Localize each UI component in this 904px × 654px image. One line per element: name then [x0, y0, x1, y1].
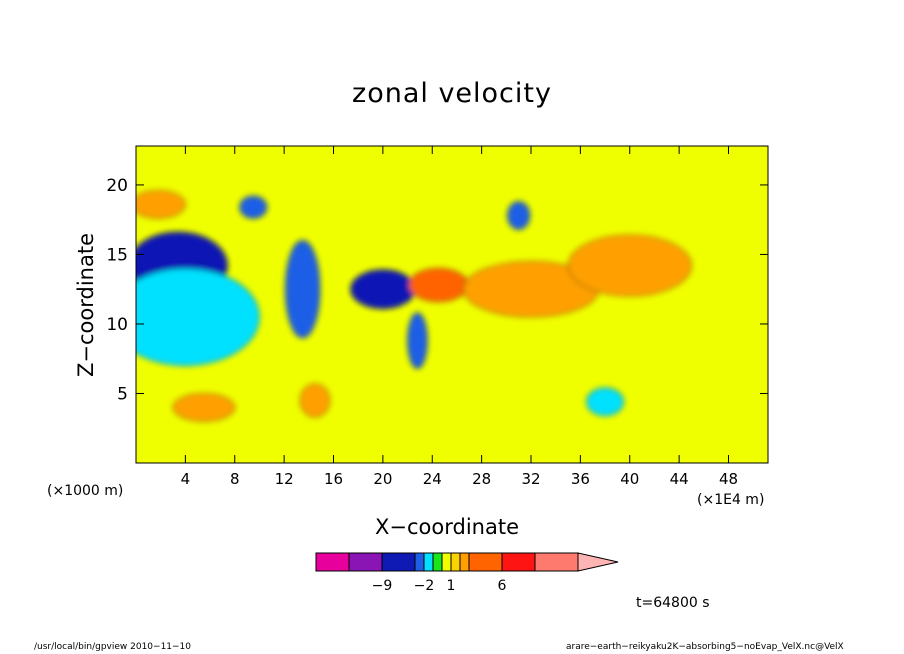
contour-region-3: [407, 312, 428, 369]
time-label: t=64800 s: [636, 595, 710, 611]
y-tick-label-1: 10: [106, 315, 128, 335]
x-tick-label-8: 36: [571, 470, 590, 488]
contour-region-4: [507, 201, 531, 230]
colorbar-label-1: −2: [414, 578, 435, 594]
x-axis-label: X−coordinate: [375, 515, 519, 539]
contour-region-7: [586, 387, 624, 417]
x-tick-label-7: 32: [521, 470, 540, 488]
contour-region-5: [239, 195, 268, 219]
colorbar-extend-arrow: [577, 552, 619, 572]
contour-region-13: [299, 383, 331, 418]
x-tick-label-10: 44: [670, 470, 689, 488]
x-tick-label-5: 24: [423, 470, 442, 488]
colorbar-swatch-0: [315, 552, 350, 572]
colorbar-swatch-7: [450, 552, 461, 572]
colorbar-swatch-5: [432, 552, 443, 572]
colorbar-label-0: −9: [372, 578, 393, 594]
plot-frame: [135, 145, 769, 464]
footer-left: /usr/local/bin/gpview 2010−11−10: [34, 642, 192, 652]
colorbar-label-3: 6: [498, 578, 507, 594]
footer-right: arare−earth−reikyaku2K−absorbing5−noEvap…: [566, 642, 844, 652]
x-tick-label-0: 4: [181, 470, 191, 488]
contour-region-11: [136, 190, 186, 219]
colorbar-swatch-2: [381, 552, 416, 572]
colorbar-swatch-1: [348, 552, 383, 572]
x-tick-label-6: 28: [472, 470, 491, 488]
x-tick-label-4: 20: [373, 470, 392, 488]
colorbar-swatch-9: [468, 552, 503, 572]
colorbar: −9 −2 1 6: [315, 552, 619, 594]
x-tick-label-1: 8: [230, 470, 240, 488]
x-tick-label-9: 40: [620, 470, 639, 488]
contour-region-10: [567, 234, 692, 297]
colorbar-swatch-10: [501, 552, 536, 572]
y-tick-label-0: 5: [117, 384, 128, 404]
x-tick-label-2: 12: [275, 470, 294, 488]
contour-region-8: [408, 267, 469, 303]
colorbar-swatch-8: [459, 552, 470, 572]
colorbar-swatch-4: [423, 552, 434, 572]
colorbar-label-2: 1: [447, 578, 456, 594]
chart-title: zonal velocity: [352, 78, 552, 109]
contour-region-12: [172, 393, 236, 422]
x-scale-label: (×1E4 m): [697, 492, 765, 508]
contour-region-2: [284, 240, 321, 339]
contour-region-1: [350, 269, 416, 310]
x-tick-label-11: 48: [719, 470, 738, 488]
contour-region-6: [136, 267, 260, 367]
x-unit-label: (×1000 m): [47, 483, 124, 499]
y-tick-label-3: 20: [106, 176, 128, 196]
colorbar-swatch-11: [534, 552, 579, 572]
colorbar-swatch-3: [414, 552, 425, 572]
plot-area: [136, 146, 768, 463]
colorbar-swatch-6: [441, 552, 452, 572]
y-tick-label-2: 15: [106, 245, 128, 265]
x-tick-label-3: 16: [324, 470, 343, 488]
